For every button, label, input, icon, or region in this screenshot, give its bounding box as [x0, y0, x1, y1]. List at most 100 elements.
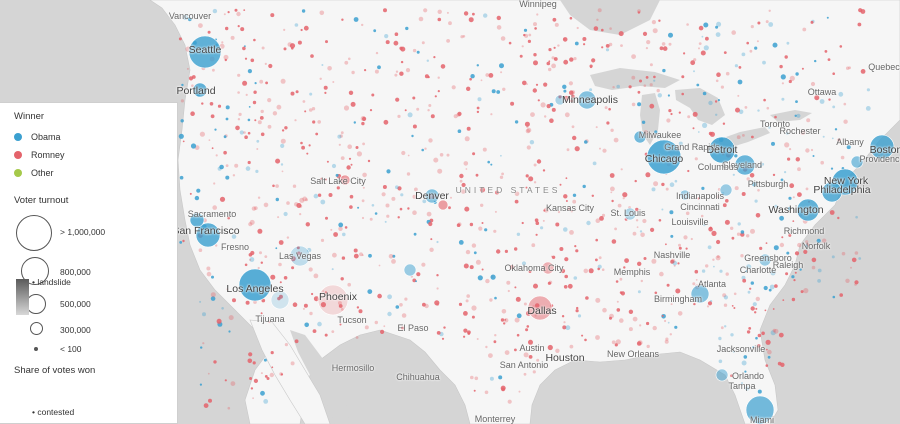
county-dot — [240, 27, 245, 32]
county-dot — [787, 207, 792, 211]
county-dot — [666, 118, 671, 123]
city-label-grand-rapids: Grand Rapids — [664, 142, 720, 152]
county-dot — [294, 202, 299, 207]
county-dot — [560, 268, 566, 274]
county-dot — [646, 344, 650, 349]
county-dot — [456, 223, 461, 227]
county-dot — [632, 231, 637, 236]
city-label-atlanta: Atlanta — [697, 279, 727, 289]
county-dot — [284, 126, 288, 130]
county-dot — [740, 254, 744, 258]
county-dot — [532, 88, 537, 93]
county-dot — [616, 300, 619, 303]
county-dot — [223, 135, 227, 139]
metro-bubble — [821, 181, 843, 203]
county-dot — [683, 52, 686, 55]
county-dot — [734, 64, 739, 68]
county-dot — [322, 290, 325, 293]
county-dot — [797, 192, 802, 198]
county-dot — [569, 230, 574, 235]
county-dot — [412, 124, 417, 129]
county-dot — [740, 382, 744, 385]
county-dot — [563, 89, 567, 93]
county-dot — [619, 291, 623, 294]
county-dot — [591, 58, 596, 63]
county-dot — [311, 107, 316, 111]
county-dot — [459, 179, 463, 183]
county-dot — [761, 331, 765, 336]
county-dot — [196, 188, 201, 193]
county-dot — [275, 158, 281, 164]
county-dot — [236, 11, 241, 17]
county-dot — [746, 234, 750, 238]
county-dot — [249, 258, 252, 261]
county-dot — [702, 91, 707, 96]
county-dot — [378, 264, 381, 267]
county-dot — [563, 321, 566, 324]
county-dot — [651, 187, 656, 192]
county-dot — [330, 228, 333, 231]
county-dot — [418, 16, 424, 22]
county-dot — [779, 215, 784, 221]
county-dot — [348, 157, 352, 160]
county-dot — [794, 251, 800, 256]
county-dot — [374, 320, 378, 325]
county-dot — [827, 58, 831, 61]
county-dot — [563, 227, 568, 232]
city-label-sacramento: Sacramento — [187, 209, 237, 219]
county-dot — [202, 312, 206, 317]
county-dot — [391, 259, 396, 264]
city-label-tijuana: Tijuana — [255, 314, 285, 324]
county-dot — [610, 191, 613, 194]
county-dot — [559, 247, 564, 251]
metro-bubble — [690, 284, 710, 304]
county-dot — [533, 60, 538, 66]
county-dot — [213, 360, 217, 364]
county-dot — [488, 73, 494, 78]
county-dot — [446, 39, 450, 43]
county-dot — [718, 336, 722, 341]
county-dot — [328, 193, 333, 197]
county-dot — [799, 268, 802, 271]
county-dot — [500, 154, 502, 157]
county-dot — [237, 25, 240, 28]
county-dot — [542, 219, 545, 222]
county-dot — [831, 137, 834, 140]
county-dot — [563, 59, 569, 65]
county-dot — [794, 271, 797, 274]
county-dot — [670, 112, 673, 116]
share-landslide-label: • landslide — [32, 277, 71, 287]
county-dot — [837, 138, 841, 142]
county-dot — [313, 296, 319, 302]
county-dot — [311, 292, 314, 296]
county-dot — [215, 244, 218, 247]
metro-bubble — [317, 284, 349, 316]
county-dot — [332, 81, 335, 83]
county-dot — [364, 69, 367, 72]
metro-bubble — [192, 82, 208, 98]
county-dot — [294, 23, 299, 27]
county-dot — [257, 120, 262, 125]
county-dot — [737, 94, 740, 97]
county-dot — [355, 146, 359, 149]
county-dot — [669, 210, 674, 215]
county-dot — [610, 128, 614, 132]
metro-bubble — [424, 188, 440, 204]
county-dot — [711, 230, 717, 236]
county-dot — [619, 277, 623, 281]
county-dot — [810, 148, 814, 152]
county-dot — [725, 199, 729, 203]
county-dot — [765, 20, 769, 24]
county-dot — [357, 206, 360, 209]
county-dot — [555, 222, 560, 227]
county-dot — [533, 22, 537, 27]
county-dot — [658, 19, 661, 22]
county-dot — [714, 100, 718, 103]
county-dot — [770, 330, 776, 336]
county-dot — [426, 211, 432, 217]
county-dot — [232, 298, 236, 303]
county-dot — [361, 121, 365, 126]
county-dot — [802, 27, 807, 32]
county-dot — [649, 83, 653, 87]
county-dot — [854, 251, 859, 255]
